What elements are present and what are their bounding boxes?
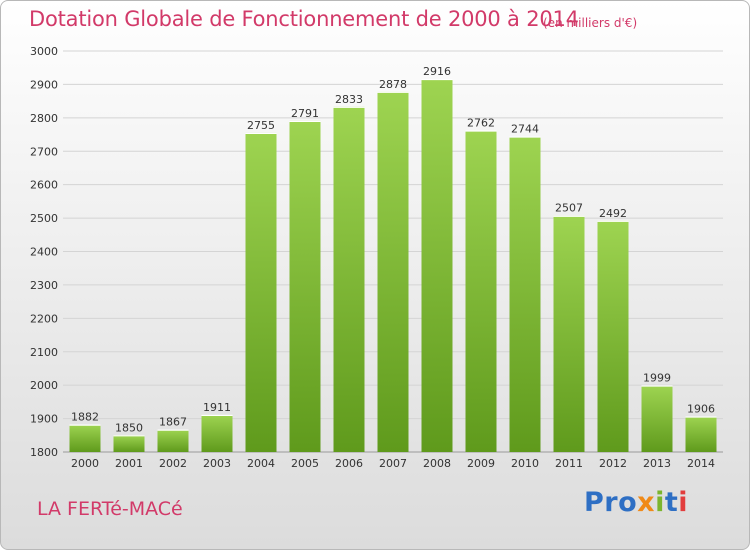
y-tick-label: 3000	[30, 45, 58, 58]
x-tick-label-2006: 2006	[335, 457, 363, 470]
bar-2013	[641, 385, 673, 452]
data-label-2002: 1867	[159, 416, 187, 429]
data-label-2013: 1999	[643, 372, 671, 385]
x-axis-ticks: 2000 2001 2002 2003 2004 2005 2006 2007 2008 2009…	[71, 457, 715, 470]
chart-title: Dotation Globale de Fonctionnement de 20…	[29, 7, 579, 31]
bar-2010	[509, 136, 541, 452]
x-tick-label-2013: 2013	[643, 457, 671, 470]
y-tick-label: 2000	[30, 379, 58, 392]
data-label-2004: 2755	[247, 119, 275, 132]
x-tick-label-2010: 2010	[511, 457, 539, 470]
y-tick-label: 2800	[30, 112, 58, 125]
bars	[69, 78, 717, 453]
y-tick-label: 2300	[30, 279, 58, 292]
commune-name: LA FERTé-MACé	[37, 498, 183, 520]
x-tick-label-2005: 2005	[291, 457, 319, 470]
bar-2002	[157, 429, 189, 452]
bar-2004	[245, 132, 277, 452]
chart-unit: (en milliers d'€)	[543, 16, 638, 30]
bar-2001	[113, 435, 145, 452]
data-label-2011: 2507	[555, 202, 583, 215]
y-tick-label: 2900	[30, 78, 58, 91]
x-tick-label-2014: 2014	[687, 457, 715, 470]
data-label-2007: 2878	[379, 78, 407, 91]
proxiti-logo: Proxiti	[584, 487, 689, 518]
data-label-2014: 1906	[687, 403, 715, 416]
y-tick-label: 2600	[30, 179, 58, 192]
bar-2007	[377, 91, 409, 452]
bar-2014	[685, 416, 717, 452]
data-label-2010: 2744	[511, 123, 539, 136]
bar-2000	[69, 424, 101, 452]
x-tick-label-2009: 2009	[467, 457, 495, 470]
x-tick-label-2008: 2008	[423, 457, 451, 470]
bar-2003	[201, 414, 233, 452]
bar-2008	[421, 79, 453, 452]
data-label-2000: 1882	[71, 411, 99, 424]
x-tick-label-2001: 2001	[115, 457, 143, 470]
y-tick-label: 2700	[30, 145, 58, 158]
data-label-2003: 1911	[203, 401, 231, 414]
data-label-2006: 2833	[335, 93, 363, 106]
y-axis-ticks: 1800 1900 2000 2100 2200 2300 2400 2500 2600 2700…	[30, 45, 58, 459]
y-tick-label: 1800	[30, 446, 58, 459]
bar-2009	[465, 130, 497, 452]
y-tick-label: 2500	[30, 212, 58, 225]
data-labels: 1882 1850 1867 1911 2755 2791 2833 2878 2916 2762…	[71, 65, 715, 434]
y-tick-label: 1900	[30, 413, 58, 426]
data-label-2009: 2762	[467, 117, 495, 130]
y-tick-label: 2400	[30, 246, 58, 259]
x-tick-label-2002: 2002	[159, 457, 187, 470]
data-label-2005: 2791	[291, 107, 319, 120]
x-tick-label-2003: 2003	[203, 457, 231, 470]
x-tick-label-2000: 2000	[71, 457, 99, 470]
bar-2005	[289, 120, 321, 453]
y-tick-label: 2200	[30, 312, 58, 325]
x-tick-label-2007: 2007	[379, 457, 407, 470]
data-label-2012: 2492	[599, 207, 627, 220]
x-tick-label-2004: 2004	[247, 457, 275, 470]
data-label-2008: 2916	[423, 65, 451, 78]
bar-2012	[597, 220, 629, 452]
data-label-2001: 1850	[115, 421, 143, 434]
bar-2006	[333, 106, 365, 452]
bar-2011	[553, 215, 585, 452]
x-tick-label-2012: 2012	[599, 457, 627, 470]
x-tick-label-2011: 2011	[555, 457, 583, 470]
y-tick-label: 2100	[30, 346, 58, 359]
